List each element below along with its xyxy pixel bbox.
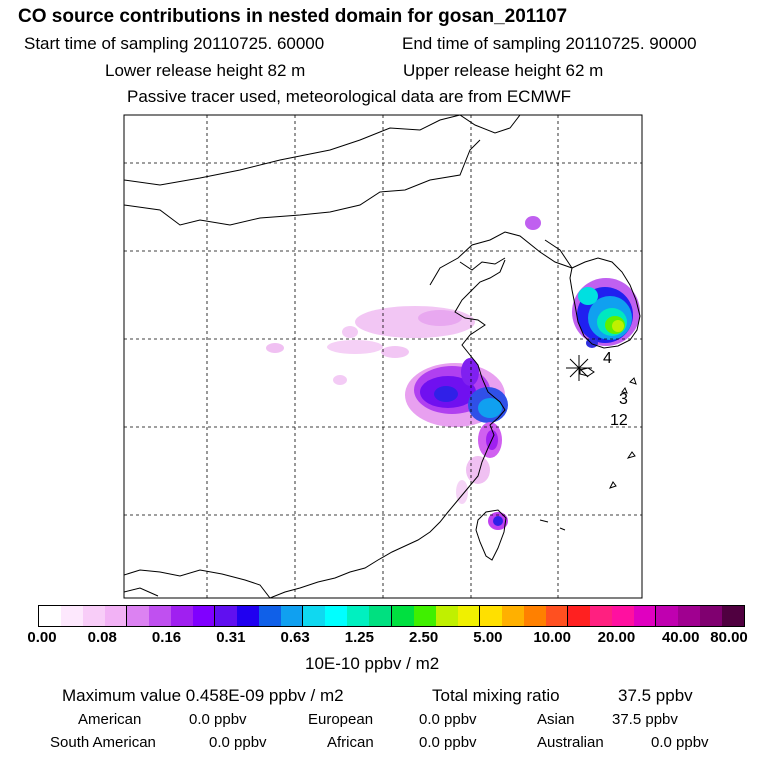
colorbar-swatch xyxy=(347,606,370,626)
colorbar-tick-label: 0.16 xyxy=(151,629,182,646)
plume-east-china xyxy=(405,358,508,530)
map-label-12: 12 xyxy=(610,412,628,429)
colorbar-tick-label: 0.08 xyxy=(87,629,117,646)
colorbar-swatch xyxy=(721,606,744,626)
map-label-4: 4 xyxy=(603,350,612,367)
region-value-australian: 0.0 ppbv xyxy=(651,734,709,751)
colorbar-swatch xyxy=(215,606,238,626)
colorbar-swatch xyxy=(479,606,502,626)
colorbar-swatch xyxy=(501,606,524,626)
colorbar-swatch xyxy=(325,606,348,626)
colorbar-unit: 10E-10 ppbv / m2 xyxy=(305,654,440,673)
colorbar-swatch xyxy=(237,606,260,626)
colorbar-swatch xyxy=(303,606,326,626)
lat-lon-grid xyxy=(124,115,642,598)
end-time-label: End time of sampling 20110725. 90000 xyxy=(402,34,697,53)
colorbar-swatch xyxy=(633,606,656,626)
colorbar-swatch xyxy=(589,606,612,626)
region-name-african: African xyxy=(327,734,374,751)
colorbar-swatch xyxy=(391,606,414,626)
region-value-south-american: 0.0 ppbv xyxy=(209,734,267,751)
tracer-note: Passive tracer used, meteorological data… xyxy=(127,87,572,106)
colorbar-tick-label: 2.50 xyxy=(409,629,439,646)
coastlines xyxy=(124,115,641,598)
colorbar-swatch xyxy=(127,606,150,626)
colorbar-swatch xyxy=(435,606,458,626)
colorbar-tick-label: 80.00 xyxy=(710,629,748,646)
colorbar-swatch xyxy=(61,606,84,626)
colorbar-swatch xyxy=(523,606,546,626)
lower-release-label: Lower release height 82 m xyxy=(105,61,306,80)
maximum-value: Maximum value 0.458E-09 ppbv / m2 xyxy=(62,686,344,705)
upper-release-label: Upper release height 62 m xyxy=(403,61,604,80)
colorbar-tick-label: 5.00 xyxy=(473,629,503,646)
colorbar-tick-label: 20.00 xyxy=(597,629,636,646)
map-frame xyxy=(123,114,643,599)
colorbar-swatch xyxy=(83,606,106,626)
colorbar-tick-label: 0.31 xyxy=(216,629,246,646)
colorbar-swatch xyxy=(149,606,172,626)
colorbar xyxy=(38,605,745,627)
map-label-3: 3 xyxy=(619,391,628,408)
colorbar-swatch xyxy=(611,606,634,626)
total-mixing-ratio-label: Total mixing ratio xyxy=(432,686,560,705)
colorbar-swatch xyxy=(105,606,128,626)
colorbar-tick-label: 1.25 xyxy=(344,629,374,646)
map-panel: 4 3 12 xyxy=(123,114,643,599)
colorbar-swatch xyxy=(699,606,722,626)
colorbar-tick-label: 10.00 xyxy=(533,629,571,646)
colorbar-swatch xyxy=(457,606,480,626)
colorbar-swatch xyxy=(193,606,216,626)
region-name-south-american: South American xyxy=(50,734,156,751)
plume-korea xyxy=(572,278,640,348)
colorbar-swatch xyxy=(39,606,62,626)
colorbar-tick-label: 0.63 xyxy=(280,629,310,646)
colorbar-swatch xyxy=(677,606,700,626)
colorbar-swatch xyxy=(171,606,194,626)
region-name-european: European xyxy=(308,711,374,728)
region-value-american: 0.0 ppbv xyxy=(189,711,247,728)
region-value-european: 0.0 ppbv xyxy=(419,711,477,728)
colorbar-swatch xyxy=(259,606,282,626)
total-mixing-ratio-value: 37.5 ppbv xyxy=(618,686,693,705)
colorbar-swatch xyxy=(567,606,590,626)
plot-title: CO source contributions in nested domain… xyxy=(18,6,568,27)
colorbar-tick-label: 40.00 xyxy=(661,629,700,646)
colorbar-swatch xyxy=(655,606,678,626)
colorbar-swatch xyxy=(545,606,568,626)
colorbar-tick-label: 0.00 xyxy=(27,629,57,646)
region-name-asian: Asian xyxy=(537,711,575,728)
region-name-australian: Australian xyxy=(537,734,604,751)
plume-north-china xyxy=(266,216,541,385)
colorbar-swatch xyxy=(281,606,304,626)
colorbar-swatch xyxy=(413,606,436,626)
region-value-asian: 37.5 ppbv xyxy=(612,711,678,728)
region-value-african: 0.0 ppbv xyxy=(419,734,477,751)
region-name-american: American xyxy=(78,711,142,728)
start-time-label: Start time of sampling 20110725. 60000 xyxy=(24,34,325,53)
star-icon xyxy=(566,355,592,381)
colorbar-swatch xyxy=(369,606,392,626)
